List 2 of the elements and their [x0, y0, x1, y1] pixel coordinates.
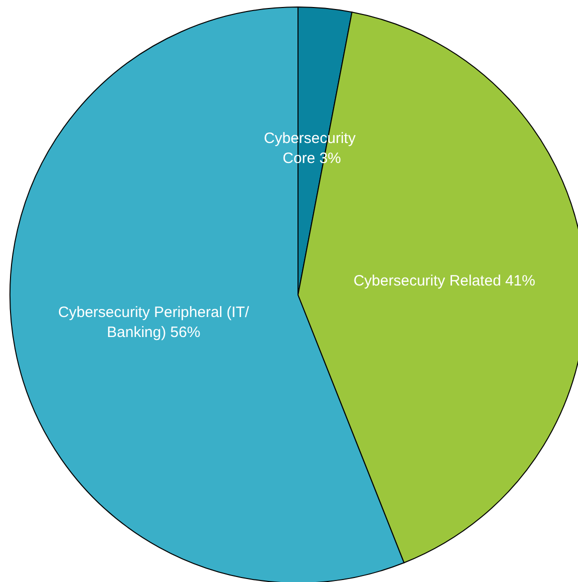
- slice-label: Cybersecurity Peripheral (IT/Banking) 56%: [58, 304, 250, 342]
- slice-label: Cybersecurity Related 41%: [353, 272, 536, 290]
